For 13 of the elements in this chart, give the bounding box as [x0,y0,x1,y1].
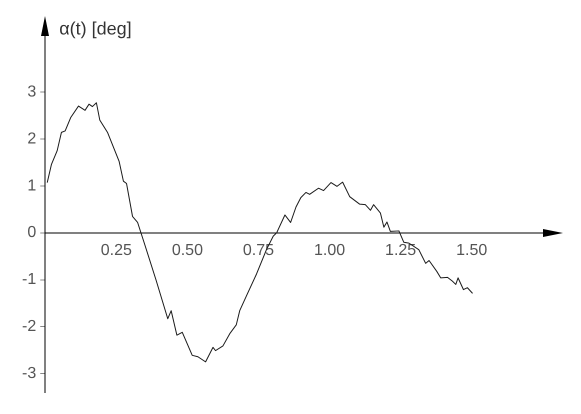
y-tick-label: -1 [22,271,36,288]
y-tick-label: -3 [22,365,36,382]
y-tick-label: -2 [22,318,36,336]
y-axis-title: α(t) [deg] [59,18,132,39]
y-tick-label: 1 [27,177,36,194]
y-tick-label: 2 [27,130,36,148]
x-tick-label: 1.25 [385,242,416,259]
x-tick-label: 1.50 [456,242,488,259]
x-tick-label: 1.00 [314,242,346,259]
x-tick-label: 0.50 [172,242,204,259]
x-tick-label: 0.25 [100,242,132,259]
y-tick-label: 3 [27,83,36,100]
y-tick-label: 0 [27,224,36,242]
